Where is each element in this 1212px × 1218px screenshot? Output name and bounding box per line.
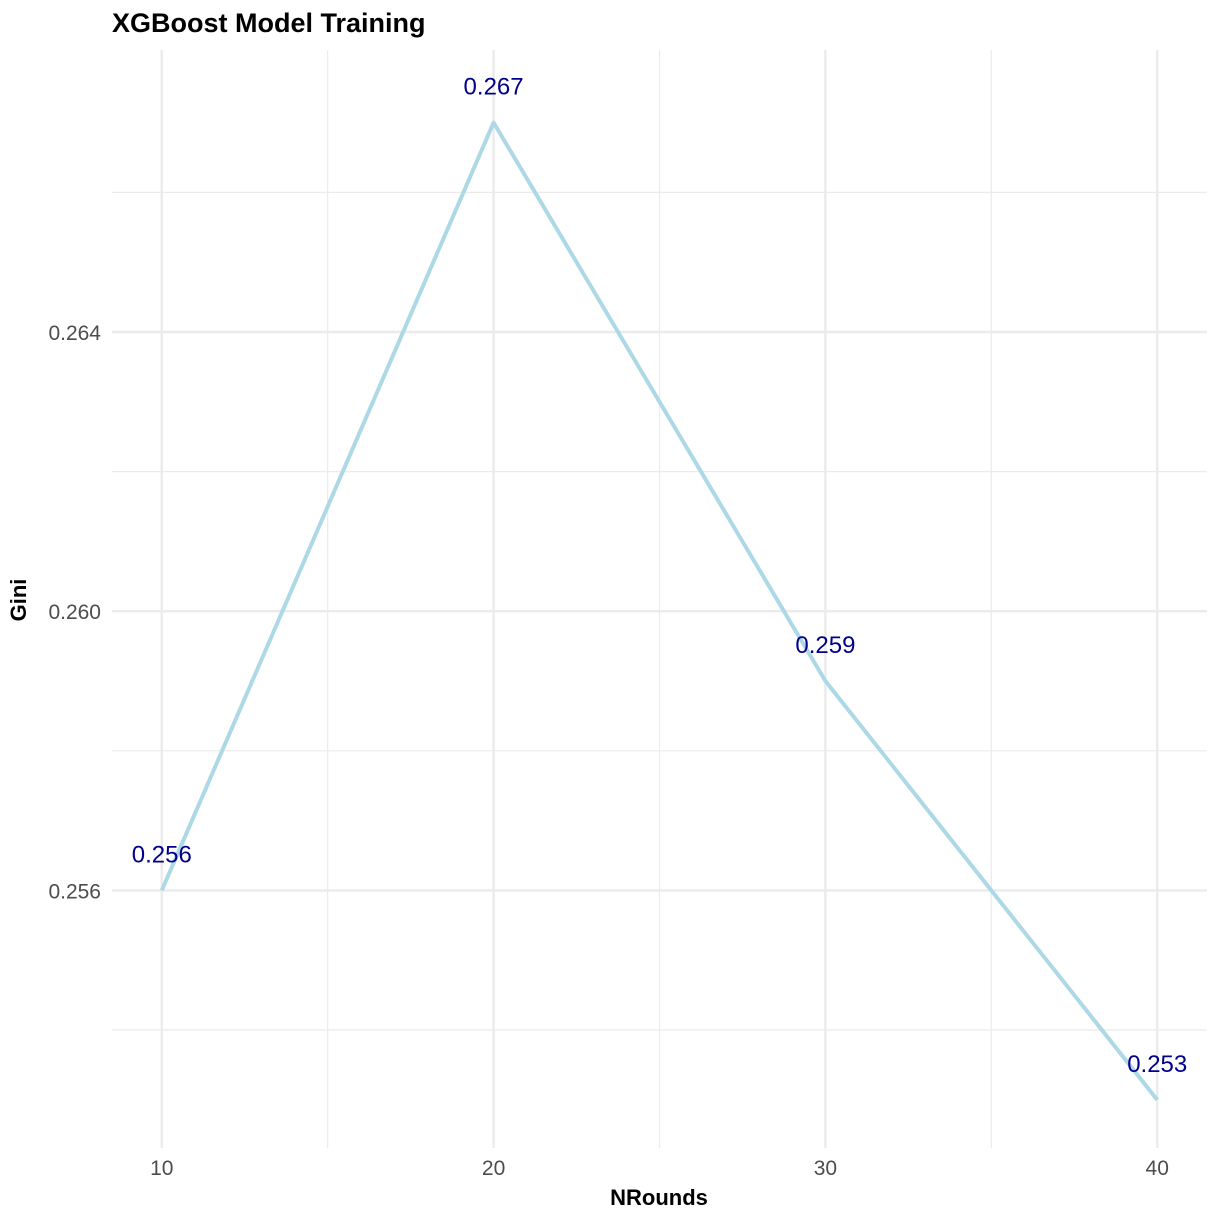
y-axis-title: Gini: [6, 579, 31, 622]
series-line-gini: [159, 120, 1159, 1102]
y-tick-label-0.256: 0.256: [48, 880, 101, 903]
x-tick-label-20: 20: [482, 1157, 505, 1180]
data-label-30: 0.259: [795, 632, 855, 659]
chart-title: XGBoost Model Training: [112, 8, 426, 38]
x-tick-label-40: 40: [1146, 1157, 1169, 1180]
series-gini: [159, 120, 1159, 1102]
x-tick-label-30: 30: [814, 1157, 837, 1180]
y-tick-label-0.264: 0.264: [48, 322, 101, 345]
y-tick-label-0.260: 0.260: [48, 601, 101, 624]
data-label-20: 0.267: [464, 74, 524, 101]
data-label-40: 0.253: [1127, 1051, 1187, 1078]
grid: [112, 50, 1207, 1148]
data-labels: 0.256 0.267 0.259 0.253: [132, 74, 1188, 1078]
x-tick-label-10: 10: [150, 1157, 173, 1180]
data-label-10: 0.256: [132, 841, 192, 868]
x-axis-title: NRounds: [610, 1185, 708, 1210]
axis-ticks: 10 20 30 40 0.256 0.260 0.264: [48, 322, 1168, 1180]
